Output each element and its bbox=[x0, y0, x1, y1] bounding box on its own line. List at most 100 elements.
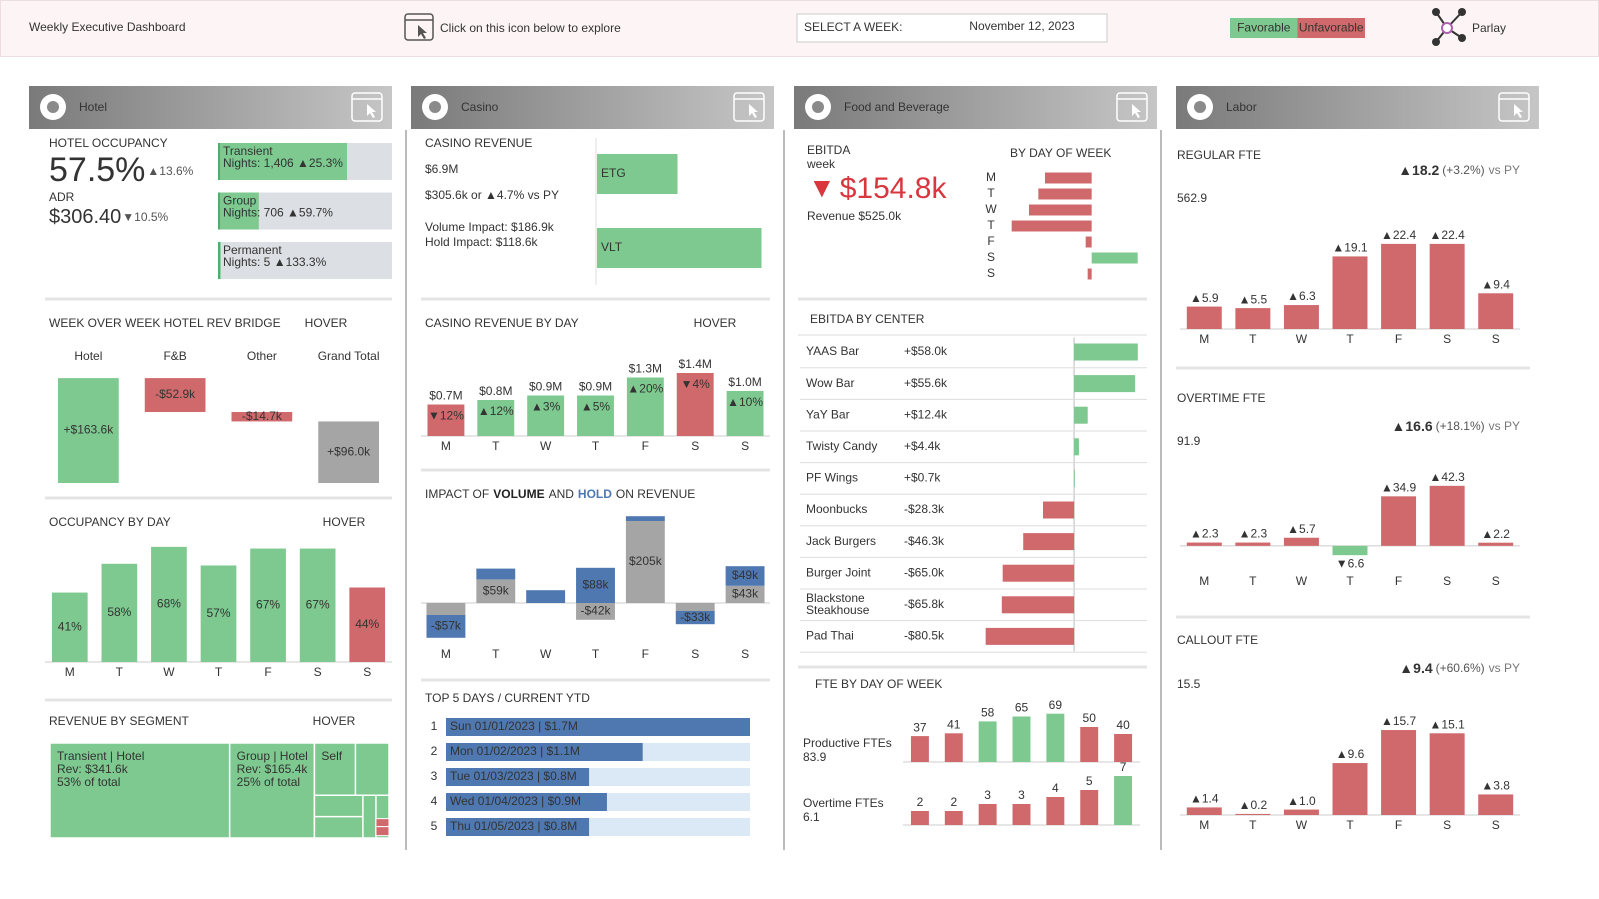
explore-icon[interactable] bbox=[404, 13, 434, 41]
logo-part bbox=[1432, 38, 1440, 46]
value-label: 69 bbox=[1049, 698, 1063, 712]
kpi-line: $306.40▼10.5% bbox=[49, 206, 169, 228]
bar bbox=[51, 592, 88, 662]
bar bbox=[1001, 596, 1075, 614]
value-label: $59k bbox=[483, 583, 510, 597]
logo: Parlay bbox=[1472, 21, 1506, 35]
bar bbox=[1012, 716, 1031, 762]
kpi-label: EBITDA bbox=[807, 143, 850, 157]
cell-name: Group | Hotel bbox=[237, 749, 308, 763]
title-part: HOLD bbox=[578, 487, 612, 501]
value-label: ▲42.3 bbox=[1430, 470, 1466, 484]
kpi-label: ADR bbox=[49, 190, 75, 204]
value-label: +$55.6k bbox=[904, 376, 948, 390]
label-line: Steakhouse bbox=[806, 603, 870, 617]
x-tick-label: W bbox=[1296, 574, 1308, 588]
bar bbox=[1381, 730, 1417, 815]
bar bbox=[1091, 252, 1138, 264]
x-tick-label: S bbox=[314, 665, 322, 679]
value-label: -$46.3k bbox=[904, 534, 945, 548]
logo-part bbox=[1432, 8, 1440, 16]
kpi-detail: Hold Impact: $118.6k bbox=[425, 235, 539, 249]
explore-button[interactable] bbox=[351, 92, 383, 122]
bar-segment bbox=[625, 521, 665, 603]
kpi-line: ▲9.4 (+60.6%) vs PY bbox=[1399, 660, 1520, 676]
y-tick-label: T bbox=[987, 186, 995, 200]
segment-detail: Nights: 706 ▲59.7% bbox=[223, 206, 333, 220]
bar bbox=[1478, 542, 1514, 546]
series-total: 6.1 bbox=[803, 810, 820, 824]
icon-part bbox=[749, 104, 758, 118]
y-tick-label: YaY Bar bbox=[806, 407, 850, 421]
bar bbox=[1186, 807, 1222, 815]
bar bbox=[144, 378, 206, 413]
value-label: 7 bbox=[1120, 760, 1127, 774]
value-label: $0.7M bbox=[429, 389, 462, 403]
x-tick-label: Grand Total bbox=[318, 349, 380, 363]
x-tick-label: M bbox=[441, 647, 451, 661]
chart-title: CALLOUT FTE bbox=[1177, 633, 1258, 647]
bar bbox=[1011, 220, 1092, 232]
value-label: $0.9M bbox=[579, 380, 612, 394]
logo-part bbox=[1458, 34, 1466, 42]
value-label: 67% bbox=[256, 597, 280, 611]
bar-segment bbox=[576, 603, 615, 620]
value-label: ▲15.1 bbox=[1430, 717, 1466, 731]
panel-title: Labor bbox=[1226, 100, 1257, 114]
value-label: 5 bbox=[1086, 774, 1093, 788]
kpi-value: $306.40 bbox=[49, 206, 121, 228]
change-label: ▲20% bbox=[627, 382, 663, 396]
value-label: $0.8M bbox=[479, 384, 512, 398]
title-part: AND bbox=[549, 487, 575, 501]
chart-title: WEEK OVER WEEK HOTEL REV BRIDGE bbox=[49, 316, 281, 330]
cell-small bbox=[375, 818, 390, 828]
logo-part bbox=[1458, 8, 1466, 16]
bar bbox=[1332, 256, 1368, 329]
value-label: ▲2.3 bbox=[1239, 527, 1268, 541]
explore-button[interactable] bbox=[1498, 92, 1530, 122]
rank: 5 bbox=[431, 819, 438, 833]
bar-label: Wed 01/04/2023 | $0.9M bbox=[450, 794, 581, 808]
bar bbox=[1235, 542, 1271, 546]
value-label: 4 bbox=[1052, 781, 1059, 795]
bar bbox=[726, 391, 764, 436]
x-tick-label: F bbox=[642, 647, 649, 661]
explore-button[interactable] bbox=[1116, 92, 1148, 122]
bar bbox=[58, 378, 119, 483]
x-tick-label: F bbox=[642, 439, 649, 453]
y-tick-label: Jack Burgers bbox=[806, 534, 876, 548]
x-tick-label: W bbox=[1296, 332, 1308, 346]
value-label: ▲5.7 bbox=[1287, 522, 1316, 536]
x-tick-label: S bbox=[1443, 332, 1451, 346]
bar-segment bbox=[526, 590, 566, 603]
series-total: 83.9 bbox=[803, 750, 827, 764]
x-tick-label: S bbox=[691, 439, 699, 453]
x-tick-label: T bbox=[1346, 332, 1354, 346]
rank: 2 bbox=[431, 744, 438, 758]
y-tick-label: S bbox=[987, 266, 995, 280]
x-tick-label: S bbox=[1443, 574, 1451, 588]
bar bbox=[978, 804, 997, 825]
value-label: ▲1.0 bbox=[1287, 794, 1316, 808]
chart-title: FTE BY DAY OF WEEK bbox=[815, 677, 942, 691]
kpi-value: $154.8k bbox=[840, 172, 948, 205]
value-label: +$0.7k bbox=[904, 471, 941, 485]
bar-segment bbox=[476, 579, 516, 603]
panel-header bbox=[794, 86, 1157, 129]
bar bbox=[200, 565, 237, 662]
series-name: Overtime FTEs bbox=[803, 796, 884, 810]
segment-name: Permanent bbox=[223, 243, 282, 257]
bar-segment bbox=[725, 566, 765, 586]
segment-detail: Nights: 1,406 ▲25.3% bbox=[223, 156, 343, 170]
week-selector[interactable] bbox=[796, 13, 1108, 43]
explore-button[interactable] bbox=[733, 92, 765, 122]
kpi-value: 91.9 bbox=[1177, 434, 1201, 448]
y-tick-label: Wow Bar bbox=[806, 376, 854, 390]
y-tick-label: T bbox=[987, 218, 995, 232]
x-tick-label: W bbox=[163, 665, 175, 679]
title-part: ON REVENUE bbox=[616, 487, 695, 501]
x-tick-label: Hotel bbox=[74, 349, 102, 363]
bar bbox=[527, 395, 565, 436]
kpi-label: HOTEL OCCUPANCY bbox=[49, 136, 168, 150]
